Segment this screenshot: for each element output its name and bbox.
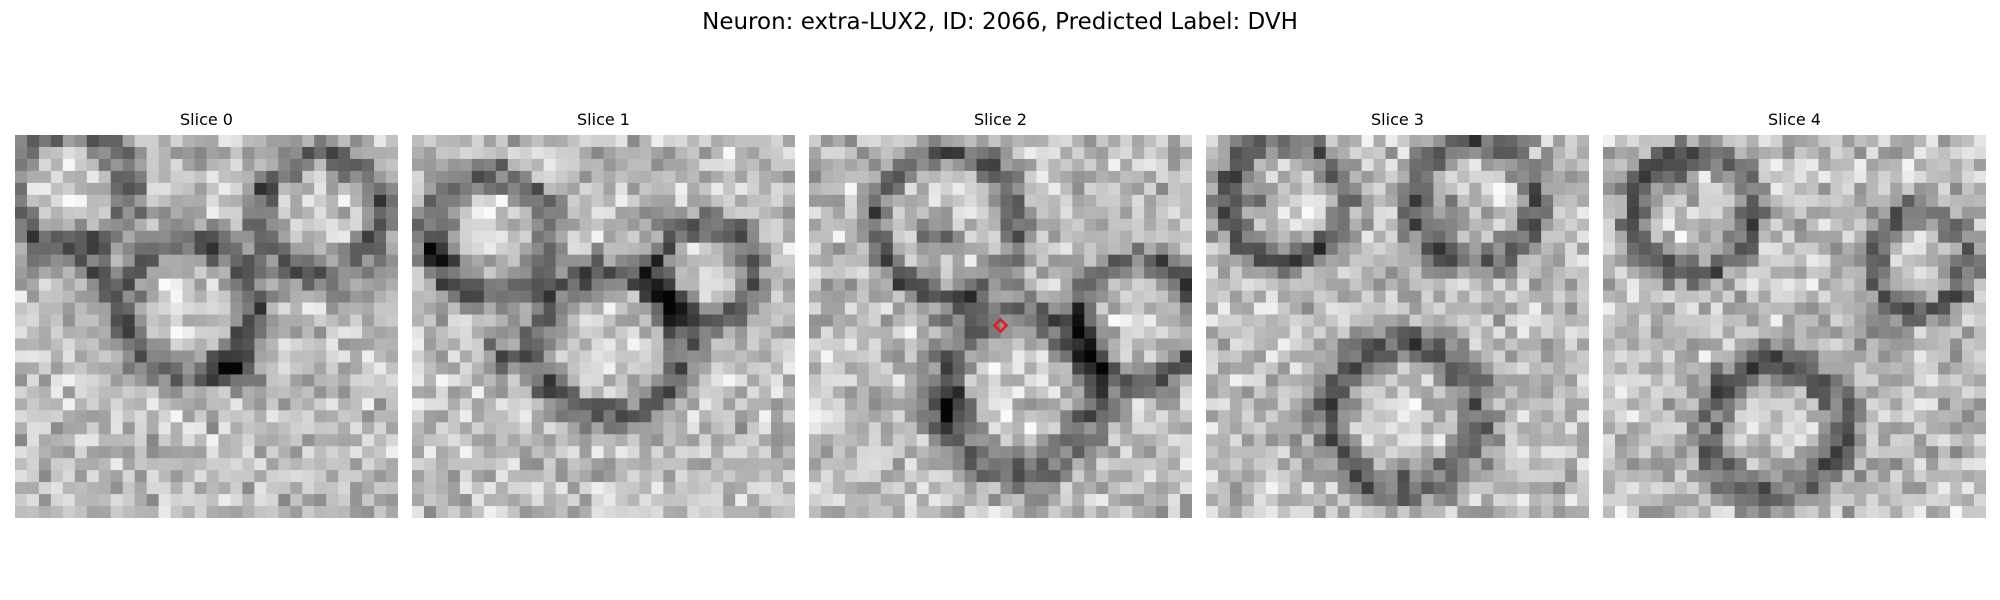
slice-image	[15, 135, 398, 518]
slice-panel-2: Slice 2	[809, 110, 1192, 518]
center-marker-icon	[992, 317, 1009, 334]
slice-pixel-grid	[1603, 135, 1986, 518]
slice-image	[809, 135, 1192, 518]
slice-image	[412, 135, 795, 518]
slice-panel-4: Slice 4	[1603, 110, 1986, 518]
slice-panel-3: Slice 3	[1206, 110, 1589, 518]
slice-title: Slice 4	[1768, 110, 1821, 129]
figure-title: Neuron: extra-LUX2, ID: 2066, Predicted …	[702, 9, 1298, 35]
slice-panel-1: Slice 1	[412, 110, 795, 518]
slice-title: Slice 1	[577, 110, 630, 129]
slice-title: Slice 0	[180, 110, 233, 129]
slice-title: Slice 2	[974, 110, 1027, 129]
slice-image	[1603, 135, 1986, 518]
slice-pixel-grid	[809, 135, 1192, 518]
slice-panel-0: Slice 0	[15, 110, 398, 518]
slice-pixel-grid	[15, 135, 398, 518]
slice-pixel-grid	[1206, 135, 1589, 518]
slice-pixel-grid	[412, 135, 795, 518]
slice-title: Slice 3	[1371, 110, 1424, 129]
slice-image	[1206, 135, 1589, 518]
